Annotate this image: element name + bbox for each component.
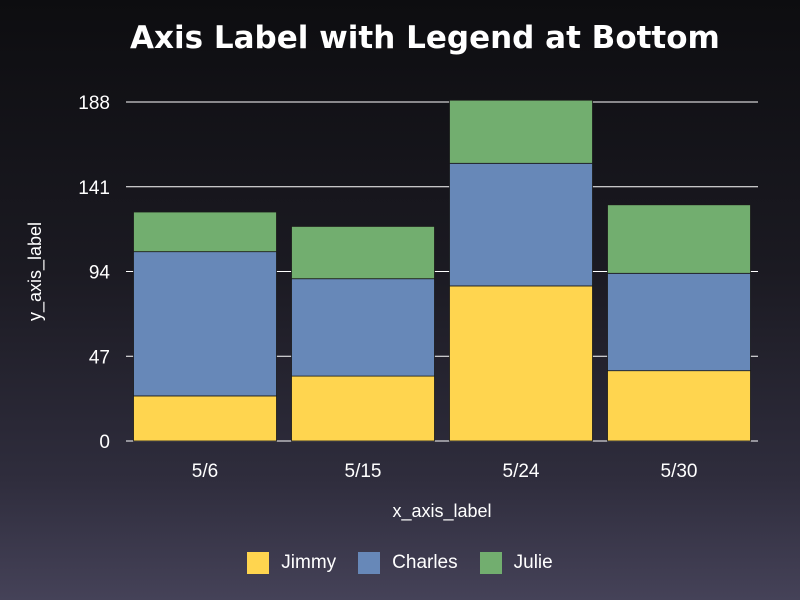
y-tick-label: 47 — [89, 347, 110, 368]
bar-julie-3 — [449, 99, 593, 164]
y-tick-labels: 0 47 94 141 188 — [78, 93, 110, 453]
bar-charles-1 — [133, 251, 277, 397]
bar-jimmy-1 — [133, 395, 277, 442]
legend: Jimmy Charles Julie — [0, 552, 800, 574]
chart-title: Axis Label with Legend at Bottom — [130, 20, 720, 56]
legend-label: Jimmy — [281, 552, 337, 573]
legend-item-charles: Charles — [358, 552, 458, 574]
y-tick-label: 188 — [78, 93, 110, 114]
x-tick-label: 5/6 — [192, 461, 218, 482]
x-tick-labels: 5/6 5/15 5/24 5/30 — [192, 461, 698, 482]
bar-julie-2 — [291, 226, 435, 280]
bar-jimmy-4 — [607, 370, 751, 442]
bar-julie-4 — [607, 204, 751, 274]
y-tick-label: 94 — [89, 263, 111, 284]
x-tick-label: 5/24 — [503, 461, 540, 482]
bar-charles-4 — [607, 272, 751, 372]
y-tick-label: 0 — [99, 432, 110, 453]
legend-swatch — [358, 552, 381, 574]
bar-charles-3 — [449, 162, 593, 287]
y-axis-label: y_axis_label — [25, 222, 46, 321]
x-tick-label: 5/15 — [345, 461, 382, 482]
legend-item-jimmy: Jimmy — [247, 552, 336, 574]
legend-label: Julie — [513, 552, 553, 573]
y-tick-label: 141 — [78, 178, 110, 199]
legend-label: Charles — [392, 552, 458, 573]
bars — [133, 99, 751, 442]
x-tick-label: 5/30 — [661, 461, 698, 482]
legend-item-julie: Julie — [479, 552, 553, 574]
bar-jimmy-2 — [291, 375, 435, 442]
bar-charles-2 — [291, 278, 435, 377]
legend-swatch — [479, 552, 502, 574]
legend-swatch — [247, 552, 270, 574]
bar-julie-1 — [133, 211, 277, 253]
bar-jimmy-3 — [449, 285, 593, 442]
x-axis-label: x_axis_label — [392, 501, 491, 522]
